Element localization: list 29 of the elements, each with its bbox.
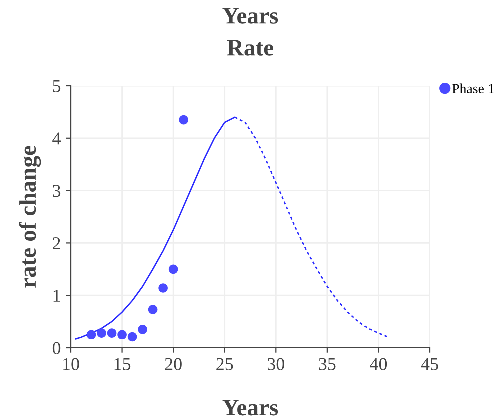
y-tick-label: 0 xyxy=(52,342,61,354)
x-tick-label: 10 xyxy=(64,358,80,370)
point xyxy=(158,284,168,293)
point xyxy=(97,328,106,338)
y-tick-label: 2 xyxy=(53,238,60,250)
point xyxy=(138,325,148,334)
point xyxy=(179,115,188,125)
point xyxy=(86,330,96,340)
x-tick-label: 45 xyxy=(421,358,438,370)
point xyxy=(107,328,117,338)
point xyxy=(168,264,178,274)
y-axis-title: rate of change xyxy=(19,146,42,288)
x-axis-title: Years xyxy=(222,400,278,416)
x-tick-label: 25 xyxy=(216,358,234,370)
point xyxy=(148,305,158,314)
y-tick-label: 5 xyxy=(53,80,61,92)
y-tick-label: 3 xyxy=(53,185,61,198)
point xyxy=(128,332,138,342)
x-tick-label: 40 xyxy=(370,358,388,370)
x-tick-label: 20 xyxy=(165,358,182,370)
y-tick-label: 1 xyxy=(54,290,60,302)
chart-title: Years xyxy=(222,8,278,24)
x-tick-label: 15 xyxy=(114,358,131,370)
y-tick-label: 4 xyxy=(52,132,61,145)
chart-subtitle: Rate xyxy=(227,40,274,56)
x-tick-label: 35 xyxy=(319,358,336,370)
x-tick-label: 30 xyxy=(268,358,284,370)
point xyxy=(118,330,127,340)
legend-label: Phase 1 xyxy=(452,84,494,94)
